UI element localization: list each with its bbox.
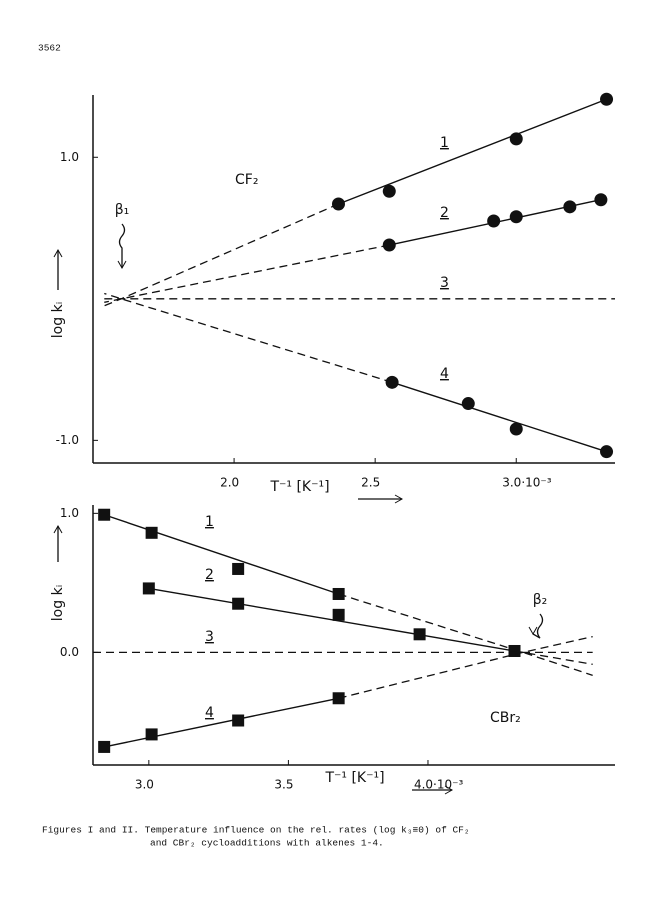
y-arrow-head	[53, 524, 63, 534]
x-arrow-head	[444, 785, 454, 795]
extrapolation	[104, 244, 390, 303]
point	[487, 214, 501, 228]
fit-line	[103, 514, 339, 595]
point	[232, 562, 245, 575]
y-tick-label: 1.0	[60, 506, 79, 520]
point	[332, 587, 345, 600]
page-number: 3562	[38, 43, 61, 54]
x-tick-label: 3.5	[274, 778, 293, 792]
y-axis-label: log kᵢ	[50, 585, 66, 621]
y-axis-label: log kᵢ	[50, 302, 66, 338]
point	[509, 132, 523, 146]
fit-line	[148, 587, 515, 652]
point	[145, 526, 158, 539]
chem-label: CBr₂	[490, 710, 521, 726]
point	[142, 582, 155, 595]
extrapolation	[338, 635, 593, 699]
annotation-arrow	[532, 613, 544, 639]
series-label: 1	[440, 135, 449, 151]
point	[232, 714, 245, 727]
series-label: 3	[205, 629, 214, 645]
x-tick-label: 4.0·10⁻³	[414, 778, 464, 792]
y-tick-label: -1.0	[56, 433, 79, 447]
fit-line	[338, 98, 607, 205]
point	[385, 375, 399, 389]
extrapolation	[104, 203, 339, 307]
point	[382, 238, 396, 252]
point	[332, 692, 345, 705]
series-label: 2	[205, 567, 214, 583]
caption-line: Figures I and II. Temperature influence …	[42, 825, 470, 836]
point	[145, 728, 158, 741]
point	[600, 92, 614, 106]
series-label: 4	[205, 705, 214, 721]
point	[232, 597, 245, 610]
fit-line	[391, 381, 607, 453]
x-tick-label: 2.5	[361, 476, 380, 490]
point	[600, 445, 614, 459]
y-tick-label: 1.0	[60, 150, 79, 164]
y-arrow-head	[53, 248, 63, 258]
series-label: 4	[440, 366, 449, 382]
chem-label: CF₂	[235, 172, 258, 188]
point	[509, 210, 523, 224]
point	[594, 193, 608, 207]
series-label: 3	[440, 275, 449, 291]
x-tick-label: 2.0	[220, 476, 239, 490]
point	[461, 397, 475, 411]
annotation-arrow-head	[528, 626, 538, 636]
y-tick-label: 0.0	[60, 645, 79, 659]
point	[563, 200, 577, 214]
extrapolation	[104, 292, 393, 383]
fit-line	[104, 697, 339, 748]
extrapolation	[338, 593, 593, 676]
point	[509, 422, 523, 436]
point	[331, 197, 345, 211]
point	[382, 184, 396, 198]
caption-line: and CBr₂ cycloadditions with alkenes 1-4…	[150, 838, 384, 849]
x-axis-label: T⁻¹ [K⁻¹]	[324, 770, 384, 786]
annotation: β₁	[115, 202, 130, 218]
point	[332, 608, 345, 621]
x-tick-label: 3.0·10⁻³	[502, 476, 552, 490]
point	[98, 508, 111, 521]
annotation: β₂	[533, 592, 548, 608]
series-label: 2	[440, 205, 449, 221]
series-label: 1	[205, 514, 214, 530]
point	[98, 740, 111, 753]
annotation-arrow-head	[117, 260, 127, 270]
point	[413, 628, 426, 641]
x-arrow-head	[394, 494, 404, 504]
x-axis-label: T⁻¹ [K⁻¹]	[269, 479, 329, 495]
annotation-arrow	[118, 223, 126, 268]
x-tick-label: 3.0	[135, 778, 154, 792]
